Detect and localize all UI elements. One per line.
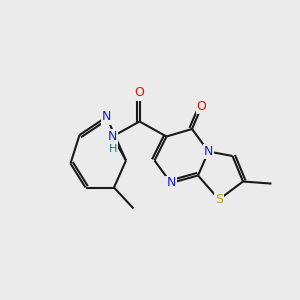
Text: H: H: [109, 143, 117, 154]
Text: S: S: [215, 193, 223, 206]
Text: N: N: [204, 145, 213, 158]
Text: N: N: [102, 110, 111, 124]
Text: O: O: [135, 86, 144, 100]
Text: O: O: [197, 100, 206, 113]
Text: N: N: [166, 176, 176, 190]
Text: N: N: [108, 130, 117, 143]
